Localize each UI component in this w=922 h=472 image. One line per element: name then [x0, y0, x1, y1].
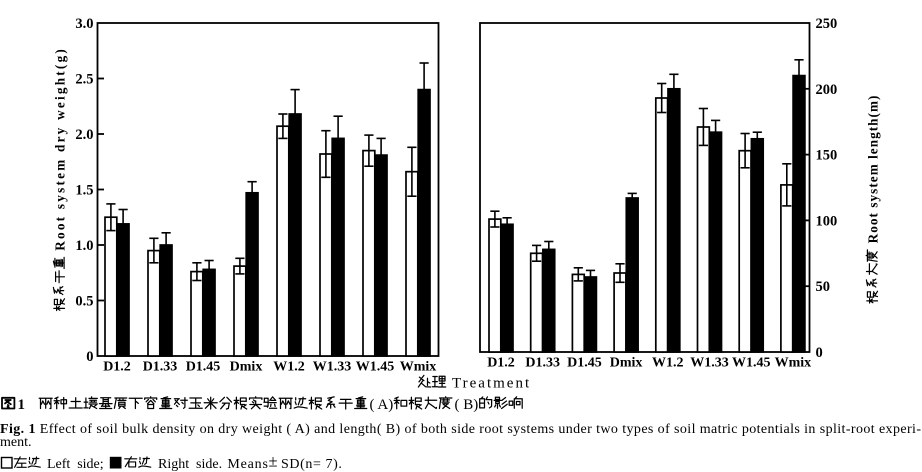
svg-text:W1.45: W1.45: [732, 356, 771, 371]
svg-text:Treatment: Treatment: [452, 376, 531, 392]
svg-text:50: 50: [816, 279, 831, 295]
svg-text:W1.33: W1.33: [690, 356, 729, 371]
svg-text:200: 200: [816, 82, 838, 98]
svg-text:W1.45: W1.45: [356, 360, 395, 375]
svg-text:SD(n= 7).: SD(n= 7).: [281, 457, 343, 472]
svg-text:Wmix: Wmix: [775, 356, 812, 371]
svg-text:D1.33: D1.33: [143, 360, 178, 375]
svg-text:150: 150: [816, 148, 838, 164]
svg-text:Root system dry weight(g): Root system dry weight(g): [53, 47, 68, 251]
svg-text:1.5: 1.5: [75, 183, 93, 199]
svg-text:D1.2: D1.2: [487, 356, 515, 371]
svg-text:( B): ( B): [455, 397, 479, 413]
svg-text:Root system length(m): Root system length(m): [866, 95, 881, 244]
svg-text:1.0: 1.0: [75, 238, 93, 254]
svg-text:3.0: 3.0: [75, 16, 93, 32]
svg-text:Means: Means: [227, 457, 268, 472]
svg-text:( A): ( A): [370, 397, 394, 413]
svg-text:Fig. 1 Effect of soil bulk den: Fig. 1 Effect of soil bulk density on dr…: [0, 422, 921, 437]
svg-text:100: 100: [816, 213, 838, 229]
svg-text:0.5: 0.5: [75, 294, 93, 310]
svg-text:W1.2: W1.2: [652, 356, 684, 371]
svg-text:Left side;: Left side;: [47, 457, 104, 472]
svg-text:ment.: ment.: [0, 435, 32, 450]
svg-text:2.0: 2.0: [75, 127, 93, 143]
svg-text:W1.2: W1.2: [273, 360, 305, 375]
svg-text:2.5: 2.5: [75, 72, 93, 88]
svg-text:D1.2: D1.2: [103, 360, 131, 375]
svg-text:D1.45: D1.45: [186, 360, 221, 375]
svg-text:Right side.: Right side.: [158, 457, 222, 472]
svg-text:1: 1: [18, 397, 26, 413]
svg-text:250: 250: [816, 16, 838, 32]
svg-text:Dmix: Dmix: [230, 360, 263, 375]
svg-text:W1.33: W1.33: [313, 360, 352, 375]
svg-text:0: 0: [816, 345, 823, 361]
svg-text:D1.45: D1.45: [567, 356, 602, 371]
svg-text:D1.33: D1.33: [525, 356, 560, 371]
svg-text:Dmix: Dmix: [610, 356, 643, 371]
svg-text:±: ±: [269, 452, 278, 471]
svg-text:0: 0: [86, 349, 93, 365]
svg-text:Wmix: Wmix: [400, 360, 437, 375]
